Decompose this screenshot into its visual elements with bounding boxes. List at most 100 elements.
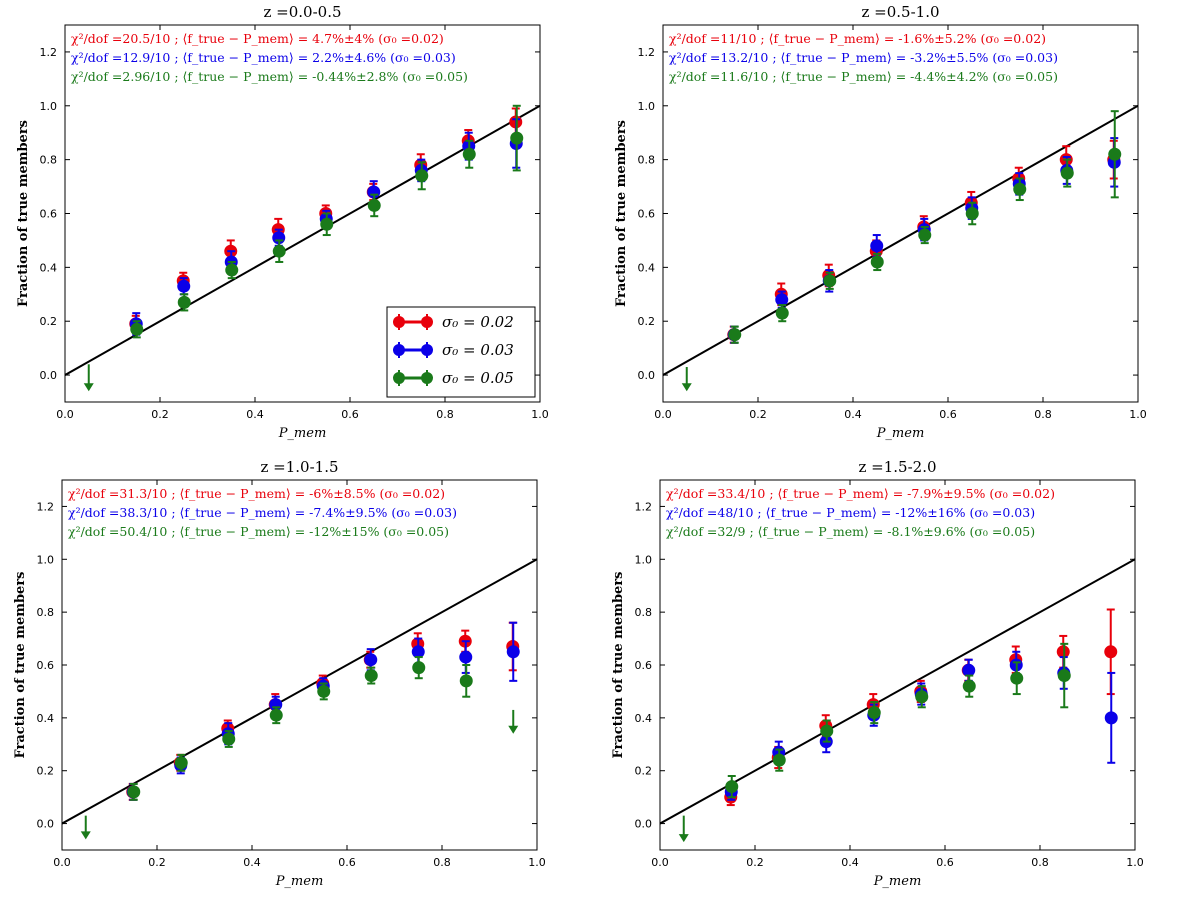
legend-marker	[393, 344, 405, 356]
data-point	[174, 756, 188, 770]
legend-marker	[421, 316, 433, 328]
chart-panel-2: 0.0 0.2 0.4 0.6 0.8 1.0 0.0 0.2 0.4 0.6 0.8 1.0 1.2 z…	[614, 3, 1147, 441]
y-tick-label: 0.4	[37, 712, 55, 725]
data-point	[775, 306, 789, 320]
data-point	[918, 228, 932, 242]
y-tick-label: 1.0	[635, 553, 653, 566]
panel-title: z =1.0-1.5	[260, 458, 338, 476]
y-tick-label: 1.0	[37, 553, 55, 566]
x-tick-label: 0.6	[939, 408, 957, 421]
legend: σ₀ = 0.02 σ₀ = 0.03 σ₀ = 0.05	[386, 306, 536, 398]
x-tick-label: 0.8	[1031, 856, 1049, 869]
data-point	[823, 274, 837, 288]
data-point	[725, 780, 739, 794]
upper-limit-arrow-head	[678, 834, 689, 843]
panel-title: z =1.5-2.0	[858, 458, 936, 476]
series-1	[126, 621, 520, 801]
reference-line	[660, 558, 1135, 825]
data-point	[1104, 645, 1118, 659]
x-tick-label: 1.0	[528, 856, 546, 869]
y-tick-label: 0.2	[635, 765, 653, 778]
x-tick-label: 0.2	[746, 856, 764, 869]
data-point	[411, 645, 425, 659]
data-point	[320, 217, 334, 231]
x-tick-label: 0.2	[749, 408, 767, 421]
series-3	[127, 656, 473, 801]
fit-annotation: χ²/dof =13.2/10 ; ⟨f_true − P_mem⟩ = -3.…	[669, 50, 1058, 65]
data-point	[867, 706, 881, 720]
data-point	[506, 645, 520, 659]
y-tick-label: 1.2	[37, 500, 55, 513]
data-point	[272, 244, 286, 258]
x-tick-label: 0.0	[56, 408, 74, 421]
series-3	[130, 104, 524, 339]
fit-annotation: χ²/dof =11.6/10 ; ⟨f_true − P_mem⟩ = -4.…	[669, 69, 1058, 84]
y-axis-label: Fraction of true members	[611, 572, 626, 759]
fit-annotation: χ²/dof =2.96/10 ; ⟨f_true − P_mem⟩ = -0.…	[71, 69, 468, 84]
x-tick-label: 1.0	[1126, 856, 1144, 869]
legend-label: σ₀ = 0.02	[442, 313, 514, 331]
y-tick-label: 1.0	[638, 100, 656, 113]
y-tick-label: 0.6	[638, 208, 656, 221]
y-axis-label: Fraction of true members	[614, 120, 629, 307]
x-tick-label: 0.8	[1034, 408, 1052, 421]
x-tick-label: 0.4	[243, 856, 261, 869]
data-point	[962, 679, 976, 693]
legend-marker	[393, 372, 405, 384]
reference-line	[62, 558, 537, 825]
data-point	[962, 663, 976, 677]
y-tick-label: 0.0	[37, 818, 55, 831]
data-point	[177, 279, 191, 293]
y-tick-label: 1.0	[40, 100, 58, 113]
legend-marker	[393, 316, 405, 328]
x-tick-label: 0.4	[246, 408, 264, 421]
fit-annotation: χ²/dof =31.3/10 ; ⟨f_true − P_mem⟩ = -6%…	[68, 486, 445, 501]
y-tick-label: 0.6	[635, 659, 653, 672]
x-axis-label: P_mem	[873, 874, 922, 889]
data-point	[415, 169, 429, 183]
data-point	[728, 328, 742, 342]
y-tick-label: 0.4	[40, 261, 58, 274]
fit-annotation: χ²/dof =48/10 ; ⟨f_true − P_mem⟩ = -12%±…	[666, 505, 1035, 520]
y-tick-label: 0.8	[638, 154, 656, 167]
data-point	[1013, 182, 1027, 196]
x-tick-label: 0.8	[433, 856, 451, 869]
data-point	[510, 131, 524, 145]
legend-marker	[421, 344, 433, 356]
x-tick-label: 0.4	[841, 856, 859, 869]
upper-limit-arrow-head	[508, 725, 519, 734]
panel-title: z =0.0-0.5	[263, 3, 341, 21]
data-point	[870, 255, 884, 269]
data-point	[269, 708, 283, 722]
fit-annotation: χ²/dof =38.3/10 ; ⟨f_true − P_mem⟩ = -7.…	[68, 505, 457, 520]
data-point	[130, 322, 144, 336]
data-point	[364, 669, 378, 683]
y-axis-label: Fraction of true members	[16, 120, 31, 307]
data-point	[965, 207, 979, 220]
legend-label: σ₀ = 0.05	[442, 369, 514, 387]
data-point	[459, 674, 473, 688]
x-tick-label: 0.0	[654, 408, 672, 421]
data-point	[127, 785, 141, 799]
y-tick-label: 0.0	[40, 369, 58, 382]
chart-panel-1: 0.0 0.2 0.4 0.6 0.8 1.0 0.0 0.2 0.4 0.6 0.8 1.0 1.2 z…	[16, 3, 549, 441]
y-tick-label: 0.2	[638, 315, 656, 328]
data-point	[222, 732, 236, 746]
data-point	[462, 147, 476, 161]
data-point	[1060, 166, 1074, 180]
y-tick-label: 0.8	[635, 606, 653, 619]
x-tick-label: 0.4	[844, 408, 862, 421]
x-tick-label: 0.6	[341, 408, 359, 421]
data-point	[1010, 671, 1024, 685]
reference-line	[663, 104, 1138, 377]
y-axis-label: Fraction of true members	[13, 572, 28, 759]
y-tick-label: 1.2	[635, 500, 653, 513]
fit-annotation: χ²/dof =12.9/10 ; ⟨f_true − P_mem⟩ = 2.2…	[71, 50, 456, 65]
y-tick-label: 1.2	[40, 46, 58, 59]
x-tick-label: 0.2	[151, 408, 169, 421]
data-point	[364, 653, 378, 667]
x-tick-label: 0.6	[936, 856, 954, 869]
x-tick-label: 0.0	[651, 856, 669, 869]
y-tick-label: 0.4	[638, 261, 656, 274]
